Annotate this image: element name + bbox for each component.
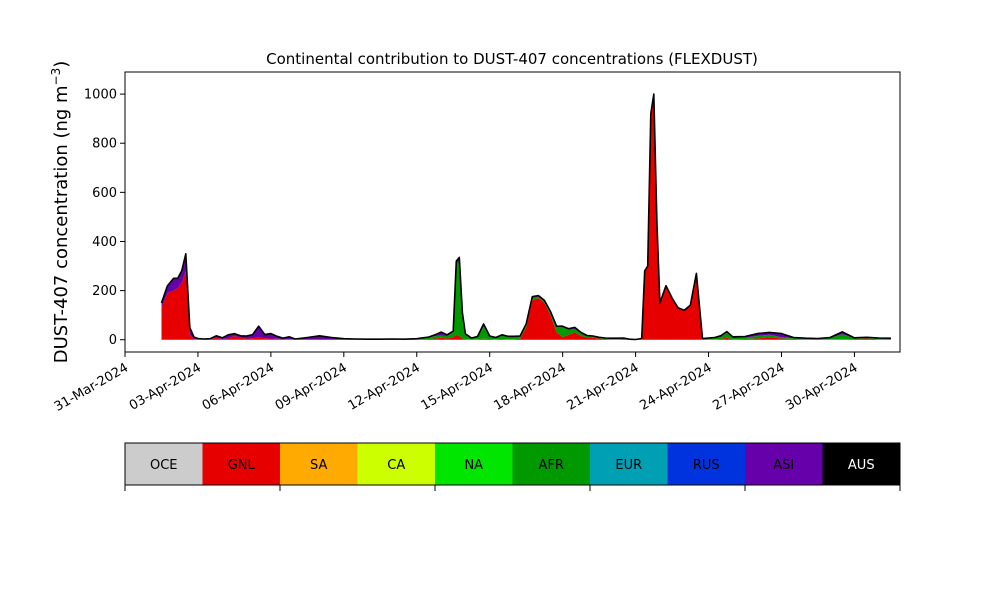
chart-title: Continental contribution to DUST-407 con… (266, 50, 758, 68)
legend-label-gnl: GNL (228, 458, 256, 473)
x-tick-label: 31-Mar-2024 (52, 360, 131, 414)
legend-swatch-rus (667, 443, 745, 485)
area-rus (161, 94, 891, 340)
y-axis-label-superscript: −3 (49, 68, 63, 86)
legend-swatch-sa (280, 443, 358, 485)
x-axis: 31-Mar-202403-Apr-202406-Apr-202409-Apr-… (52, 352, 860, 415)
area-eur (161, 94, 891, 340)
legend-swatch-gnl (202, 443, 280, 485)
plot-frame (124, 71, 901, 353)
legend-swatch-oce (125, 443, 203, 485)
x-tick-label: 18-Apr-2024 (492, 360, 569, 413)
y-axis: 0 200 400 600 800 1000 (84, 88, 125, 348)
legend-label-ca: CA (387, 458, 405, 473)
legend-swatch-aus (822, 443, 900, 485)
x-tick-label: 12-Apr-2024 (346, 360, 423, 413)
area-ca (161, 94, 891, 340)
legend-swatch-na (435, 443, 513, 485)
y-tick-label: 400 (92, 235, 117, 250)
y-axis-label-main: DUST-407 concentration (ng m (51, 85, 72, 363)
x-tick-label: 27-Apr-2024 (710, 360, 787, 413)
x-tick-label: 06-Apr-2024 (200, 360, 277, 413)
legend-swatch-eur (590, 443, 668, 485)
area-na (161, 94, 891, 340)
y-tick-label: 600 (92, 186, 117, 201)
legend-label-aus: AUS (848, 458, 875, 473)
colorbar-legend: OCE GNL SA CA NA AFR EUR RUS ASI AUS (124, 442, 901, 491)
area-afr (161, 94, 891, 340)
x-tick-label: 15-Apr-2024 (419, 360, 496, 413)
stacked-areas (161, 94, 891, 340)
legend-label-rus: RUS (693, 458, 720, 473)
legend-label-afr: AFR (539, 458, 564, 473)
legend-label-eur: EUR (615, 458, 642, 473)
x-tick-label: 30-Apr-2024 (783, 360, 860, 413)
legend-frame (124, 442, 901, 486)
area-gnl (161, 94, 891, 340)
area-asi (161, 94, 891, 340)
x-tick-label: 21-Apr-2024 (564, 360, 641, 413)
y-axis-label: DUST-407 concentration (ng m−3) (49, 61, 72, 364)
legend-swatch-afr (512, 443, 590, 485)
total-concentration-line (160, 93, 891, 341)
y-tick-label: 200 (92, 284, 117, 299)
y-tick-label: 800 (92, 137, 117, 152)
legend-swatch-ca (357, 443, 435, 485)
area-sa (161, 94, 891, 340)
x-tick-label: 24-Apr-2024 (637, 360, 714, 413)
legend-label-sa: SA (310, 458, 327, 473)
y-tick-label: 1000 (84, 88, 117, 103)
x-tick-label: 09-Apr-2024 (273, 360, 350, 413)
y-axis-label-close: ) (51, 61, 72, 68)
area-aus (161, 94, 891, 340)
legend-swatch-asi (745, 443, 823, 485)
x-tick-label: 03-Apr-2024 (127, 360, 204, 413)
legend-label-oce: OCE (150, 458, 178, 473)
y-tick-label: 0 (109, 333, 117, 348)
legend-label-asi: ASI (773, 458, 794, 473)
legend-label-na: NA (464, 458, 483, 473)
plot-area (124, 71, 901, 353)
